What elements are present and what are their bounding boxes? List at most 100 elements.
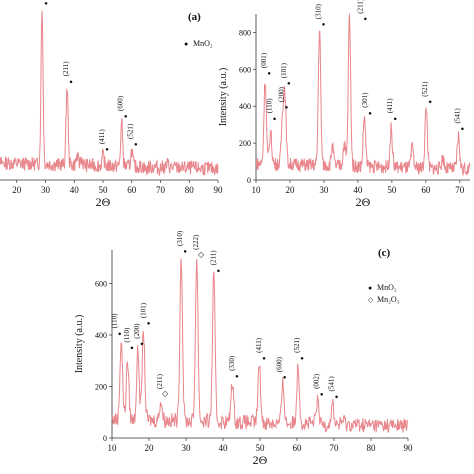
x-axis-label: 2Θ (96, 195, 111, 209)
x-tick-label: 50 (99, 185, 109, 195)
y-tick-label: 400 (95, 331, 107, 340)
x-tick-label: 20 (145, 443, 155, 453)
x-tick-label: 30 (182, 443, 192, 453)
peak-marker: ◇ (198, 250, 205, 259)
peak-label: (222) (192, 234, 200, 250)
x-tick-label: 10 (252, 185, 262, 195)
peak-label: (521) (293, 337, 301, 353)
peak-marker: ● (183, 249, 187, 255)
panel-b-chart: 10 20 30 40 50 60 70 0 200 400 600 800 2Θ Intensity (… (218, 0, 471, 209)
peak-label: (521) (127, 123, 135, 139)
xrd-pattern-line (0, 10, 219, 176)
peak-marker: ● (134, 142, 138, 148)
y-tick-label: 200 (239, 139, 251, 148)
x-tick-label: 50 (256, 443, 266, 453)
y-tick-label: 400 (239, 102, 251, 111)
peak-label: (211) (209, 250, 217, 266)
peak-marker: ● (393, 116, 397, 122)
panel-a: 1020304050607080902Θ●(310)●(211)●(411)●(… (0, 0, 230, 209)
x-axis-label: 2Θ (356, 195, 371, 209)
peak-label: (001) (260, 52, 268, 68)
peak-marker: ● (320, 392, 324, 398)
y-tick-label: 800 (239, 28, 251, 37)
peak-label: (101) (140, 302, 148, 318)
panel-a-chart: 1020304050607080902Θ●(310)●(211)●(411)●(… (0, 1, 224, 209)
peak-marker: ● (300, 356, 304, 362)
x-tick-label: 60 (421, 185, 431, 195)
peak-marker: ● (140, 342, 144, 348)
x-tick-label: 10 (108, 443, 118, 453)
peak-label: (411) (98, 129, 106, 145)
peak-marker: ● (273, 116, 277, 122)
y-tick-label: 0 (247, 176, 251, 185)
peak-label: (200) (277, 86, 285, 102)
peak-label: (200) (133, 323, 141, 339)
panel-c: 10 20 30 40 50 60 70 80 90 0 200 400 600 2Θ Intensity … (74, 230, 413, 474)
peak-marker: ● (130, 346, 134, 352)
x-axis-label: 2Θ (253, 453, 268, 467)
x-tick-label: 40 (70, 185, 80, 195)
peak-marker: ● (69, 79, 73, 85)
peak-label: (211) (156, 373, 164, 389)
y-tick-label: 0 (103, 434, 107, 443)
peak-marker: ● (363, 17, 367, 23)
peak-marker: ● (368, 111, 372, 117)
peak-label: (002) (313, 373, 321, 389)
x-tick-label: 70 (455, 185, 465, 195)
peak-label: (301) (361, 92, 369, 108)
x-tick-label: 80 (185, 185, 195, 195)
legend-label: Mn₂O₃ (377, 295, 400, 304)
peak-marker: ● (262, 356, 266, 362)
peak-label: (101) (280, 62, 288, 78)
peak-label: (330) (228, 355, 236, 371)
peak-label: (110) (111, 313, 119, 329)
legend-marker: ● (184, 40, 188, 48)
x-tick-label: 40 (353, 185, 363, 195)
panel-c-chart: 10 20 30 40 50 60 70 80 90 0 200 400 600 2Θ Intensity … (74, 230, 413, 467)
legend-marker: ◇ (368, 296, 374, 304)
x-tick-label: 60 (127, 185, 137, 195)
peak-marker: ● (124, 114, 128, 120)
peak-label: (211) (356, 0, 364, 14)
x-tick-label: 90 (214, 185, 224, 195)
peak-marker: ● (147, 321, 151, 327)
peak-label: (310) (176, 230, 184, 246)
x-tick-label: 70 (330, 443, 340, 453)
legend-label: MnO₂ (377, 283, 397, 292)
xrd-pattern-line (255, 13, 471, 176)
legend-label: MnO₂ (193, 39, 213, 48)
y-tick-label: 600 (239, 65, 251, 74)
peak-marker: ◇ (162, 389, 169, 398)
peak-label: (600) (276, 356, 284, 372)
x-tick-label: 40 (219, 443, 229, 453)
xrd-pattern-line (111, 258, 409, 433)
legend-marker: ● (368, 284, 372, 292)
peak-label: (600) (117, 95, 125, 111)
peak-marker: ● (322, 22, 326, 28)
peak-marker: ● (118, 331, 122, 337)
peak-marker: ● (335, 395, 339, 401)
x-tick-label: 30 (41, 185, 51, 195)
panel-label: (a) (188, 11, 201, 23)
peak-label: (541) (453, 108, 461, 124)
peak-label: (541) (328, 376, 336, 392)
x-tick-label: 80 (367, 443, 377, 453)
peak-label: (521) (421, 81, 429, 97)
x-tick-label: 50 (387, 185, 397, 195)
peak-label: (110) (123, 327, 131, 343)
peak-label: (310) (315, 3, 323, 19)
y-axis-label: Intensity (a.u.) (74, 315, 85, 374)
peak-marker: ● (287, 81, 291, 87)
peak-marker: ● (428, 100, 432, 106)
y-tick-label: 200 (95, 382, 107, 391)
x-tick-label: 70 (156, 185, 166, 195)
x-tick-label: 90 (404, 443, 414, 453)
peak-label: (211) (62, 61, 70, 77)
x-tick-label: 20 (12, 185, 22, 195)
x-tick-label: 30 (319, 185, 329, 195)
peak-label: (411) (255, 337, 263, 353)
peak-label: (110) (266, 98, 274, 114)
x-tick-label: 20 (285, 185, 295, 195)
peak-marker: ● (217, 268, 221, 274)
panel-label: (c) (378, 247, 391, 259)
